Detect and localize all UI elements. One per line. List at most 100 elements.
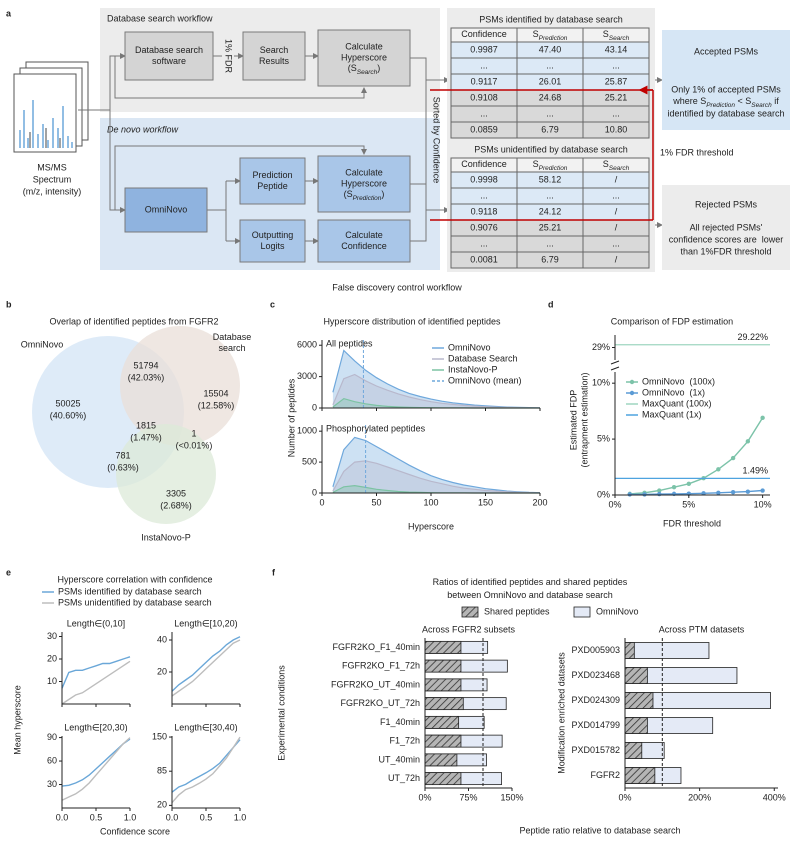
x-tick-label: 0% — [418, 792, 431, 802]
x-tick-label: 10% — [754, 499, 772, 509]
hyperscore-prediction-text: (SPrediction) — [344, 189, 385, 202]
panel-label: e — [6, 567, 11, 577]
search-results-text: Results — [259, 56, 290, 66]
section-title: De novo workflow — [107, 124, 179, 134]
search-results-text: Search — [260, 45, 289, 55]
spectrum-label: (m/z, intensity) — [23, 186, 82, 196]
text-part: ) — [377, 63, 380, 73]
table-text: ... — [612, 108, 620, 118]
accepted-title: Accepted PSMs — [694, 46, 759, 56]
set-label: OmniNovo — [21, 339, 64, 349]
x-tick-label: 150% — [500, 792, 523, 802]
region-count: 781 — [115, 450, 130, 460]
section-title: Database search workflow — [107, 13, 213, 23]
table-text: ... — [546, 190, 554, 200]
value-label: 1.49% — [742, 466, 768, 476]
text-part: (S — [344, 189, 353, 199]
bar — [424, 734, 462, 748]
connector — [114, 56, 367, 99]
bar — [624, 642, 635, 659]
y-tick-label: 0 — [312, 402, 317, 412]
bar — [624, 742, 643, 759]
table-text: ... — [546, 238, 554, 248]
rejected-title: Rejected PSMs — [695, 199, 758, 209]
point — [657, 491, 662, 497]
subplot-title: Length∈(0,10] — [67, 618, 125, 628]
fdr-bg — [222, 34, 234, 78]
connector — [410, 57, 427, 242]
area — [332, 374, 540, 408]
table-text: 43.14 — [605, 44, 628, 54]
set-label: InstaNovo-P — [141, 532, 191, 542]
table-text: / — [615, 254, 618, 264]
legend-label: InstaNovo-P — [448, 364, 498, 374]
region-share: (40.60%) — [50, 410, 87, 420]
y-tick-label: 60 — [47, 755, 57, 765]
panel-label: c — [270, 299, 275, 309]
table-text: 0.0081 — [470, 254, 498, 264]
table-text: 0.9117 — [471, 76, 498, 86]
line — [61, 656, 131, 689]
y-tick-label: 0% — [597, 489, 610, 499]
table-text: 0.9118 — [471, 206, 498, 216]
db-software-text: software — [152, 56, 186, 66]
x-tick-label: 5% — [682, 499, 695, 509]
table-text: 58.12 — [539, 174, 562, 184]
table-text: 24.68 — [539, 92, 562, 102]
table-title: PSMs unidentified by database search — [474, 144, 628, 154]
bar — [424, 659, 462, 673]
y-axis-label: Modification enriched datasets — [556, 652, 566, 774]
y-tick-label: FGFR2KO_F1_40min — [332, 642, 420, 652]
y-tick-label: PXD024309 — [571, 695, 620, 705]
region-count: 50025 — [55, 398, 80, 408]
spectrum-label: Spectrum — [33, 174, 72, 184]
text-part: if — [772, 96, 780, 106]
y-tick-label: 10% — [592, 378, 610, 388]
table-text: 47.40 — [539, 44, 562, 54]
y-tick-label: PXD014799 — [571, 720, 620, 730]
spectrum-label: MS/MS — [37, 162, 67, 172]
legend-swatch — [461, 606, 479, 618]
legend-label: Shared peptides — [484, 606, 550, 616]
legend-label: PSMs identified by database search — [58, 586, 202, 596]
header-text: SPrediction — [533, 159, 568, 172]
header-text: Confidence — [461, 29, 507, 39]
connector — [109, 110, 126, 213]
legend-label: OmniNovo (1x) — [642, 387, 705, 397]
subscript: Prediction — [353, 195, 382, 202]
subscript: Search — [609, 165, 630, 172]
table-text: 6.79 — [541, 124, 559, 134]
prediction-peptide-text: Peptide — [257, 181, 288, 191]
omninovo-text: OmniNovo — [145, 204, 188, 214]
region-share: (1.47%) — [130, 432, 162, 442]
y-tick-label: 5% — [597, 433, 610, 443]
hyperscore-prediction-text: Calculate — [345, 167, 383, 177]
bar — [424, 697, 464, 711]
prediction-peptide-text: Prediction — [252, 170, 292, 180]
bar — [424, 640, 462, 654]
x-tick-label: 0 — [319, 497, 324, 507]
header-text: SSearch — [603, 29, 630, 42]
table-text: 0.9076 — [470, 222, 498, 232]
table-text: 25.21 — [605, 92, 628, 102]
table-text: 24.12 — [539, 206, 562, 216]
db-software-box — [124, 31, 214, 81]
table-title: PSMs identified by database search — [479, 14, 623, 24]
text-part: where S — [672, 96, 706, 106]
region-share: (42.03%) — [128, 372, 165, 382]
hyperscore-search-text: Calculate — [345, 41, 383, 51]
table-text: 0.0859 — [470, 124, 498, 134]
table-text: 0.9998 — [470, 174, 498, 184]
subplot-title: Across PTM datasets — [659, 624, 745, 634]
bar — [424, 715, 460, 729]
line — [332, 436, 541, 494]
table-text: 6.79 — [541, 254, 559, 264]
table-text: / — [615, 174, 618, 184]
line — [171, 639, 241, 697]
table-text: / — [615, 206, 618, 216]
caption: False discovery control workflow — [332, 282, 462, 292]
y-tick-label: 90 — [47, 732, 57, 742]
x-tick-label: 50 — [371, 497, 381, 507]
sorted-label: Sorted by Confidence — [432, 97, 442, 184]
